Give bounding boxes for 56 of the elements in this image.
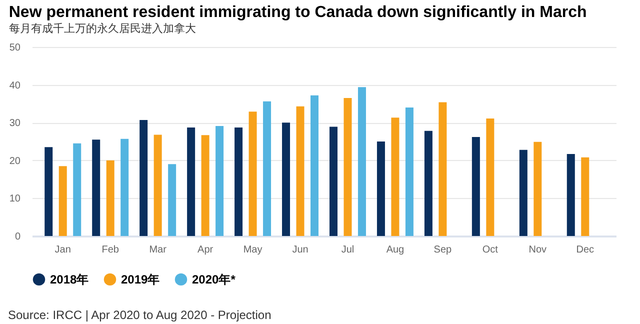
x-tick-label: Apr xyxy=(198,244,214,256)
x-tick-label: Mar xyxy=(149,244,168,256)
x-tick-label: Sep xyxy=(434,244,452,256)
bar xyxy=(296,106,304,236)
x-tick-label: Jul xyxy=(341,244,354,256)
bar xyxy=(534,142,542,236)
legend-label: 2018年 xyxy=(50,272,89,286)
y-tick-label: 0 xyxy=(14,232,21,242)
bar xyxy=(391,118,400,236)
bar xyxy=(581,157,590,236)
bar xyxy=(140,120,148,236)
x-tick-label: Oct xyxy=(482,244,498,256)
x-tick-label: Nov xyxy=(528,244,547,256)
bar xyxy=(201,135,210,236)
bar xyxy=(282,122,290,236)
x-tick-label: Jun xyxy=(292,244,308,256)
bar xyxy=(424,130,432,236)
x-tick-label: Aug xyxy=(386,244,404,256)
y-tick-label: 10 xyxy=(9,194,21,205)
bar xyxy=(106,160,114,236)
bar xyxy=(73,143,82,236)
bar xyxy=(566,154,575,236)
x-tick-label: Jan xyxy=(54,244,71,256)
bar xyxy=(58,166,67,236)
bar xyxy=(486,118,494,236)
y-tick-label: 50 xyxy=(9,42,21,54)
bar xyxy=(234,128,243,236)
source-note: Source: IRCC | Apr 2020 to Aug 2020 - Projection xyxy=(7,307,272,324)
bar xyxy=(310,95,319,236)
bar xyxy=(154,134,162,236)
legend-label: 2019年 xyxy=(121,272,160,286)
bar xyxy=(519,150,528,236)
bar xyxy=(329,126,338,236)
bar xyxy=(120,138,129,236)
bar xyxy=(216,126,224,236)
bar xyxy=(472,136,480,236)
y-tick-label: 20 xyxy=(9,156,21,167)
bar xyxy=(358,87,366,236)
legend-label: 2020年* xyxy=(192,272,236,286)
chart-subtitle: 每月有成千上万的永久居民进入加拿大 xyxy=(8,22,196,35)
bar xyxy=(187,128,196,236)
bar xyxy=(376,142,385,236)
bar xyxy=(248,112,257,236)
x-tick-label: Dec xyxy=(576,244,594,256)
bar xyxy=(168,164,176,236)
bar xyxy=(92,140,100,236)
bar xyxy=(344,98,352,236)
y-tick-label: 30 xyxy=(9,118,21,130)
bar xyxy=(44,147,53,236)
bar xyxy=(263,101,272,236)
y-tick-label: 40 xyxy=(9,80,21,92)
x-tick-label: May xyxy=(243,244,262,256)
x-tick-label: Feb xyxy=(102,244,120,256)
chart-title: New permanent resident immigrating to Canada down significantly in March xyxy=(8,4,587,21)
bar xyxy=(438,102,447,236)
bar xyxy=(405,107,414,236)
